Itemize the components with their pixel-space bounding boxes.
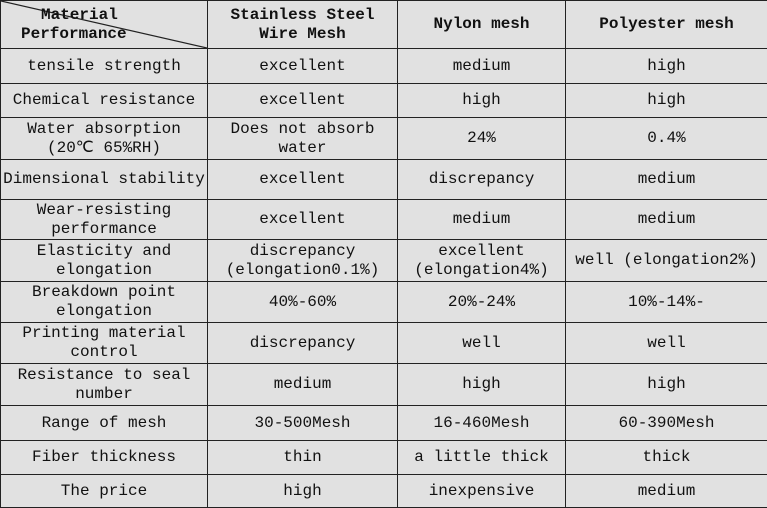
column-header-nylon: Nylon mesh — [398, 1, 566, 49]
row-label: Chemical resistance — [1, 84, 208, 118]
table-cell: thin — [208, 441, 398, 475]
table-cell: 30-500Mesh — [208, 406, 398, 441]
row-label: Dimensional stability — [1, 160, 208, 200]
column-header-stainless: Stainless Steel Wire Mesh — [208, 1, 398, 49]
table-cell: high — [566, 84, 767, 118]
table-cell: thick — [566, 441, 767, 475]
row-label: Resistance to seal number — [1, 364, 208, 406]
row-label: Wear-resisting performance — [1, 200, 208, 240]
row-label: Water absorption (20℃ 65%RH) — [1, 118, 208, 160]
table-cell: excellent — [208, 49, 398, 84]
table-cell: high — [566, 49, 767, 84]
table-cell: medium — [566, 160, 767, 200]
table-cell: 10%-14%- — [566, 282, 767, 323]
table-cell: 60-390Mesh — [566, 406, 767, 441]
table-cell: discrepancy — [208, 323, 398, 364]
row-label: Elasticity and elongation — [1, 240, 208, 282]
column-header-polyester: Polyester mesh — [566, 1, 767, 49]
table-cell: well — [566, 323, 767, 364]
corner-top-label: Material — [1, 6, 207, 25]
table-cell: inexpensive — [398, 475, 566, 508]
table-cell: medium — [566, 475, 767, 508]
table-cell: high — [398, 84, 566, 118]
table-cell: medium — [398, 49, 566, 84]
table-cell: discrepancy (elongation0.1%) — [208, 240, 398, 282]
table-cell: 40%-60% — [208, 282, 398, 323]
table-cell: 24% — [398, 118, 566, 160]
table-cell: 20%-24% — [398, 282, 566, 323]
table-cell: 0.4% — [566, 118, 767, 160]
row-label: Fiber thickness — [1, 441, 208, 475]
table-cell: high — [208, 475, 398, 508]
table-cell: excellent — [208, 200, 398, 240]
table-row: Water absorption (20℃ 65%RH)Does not abs… — [1, 118, 767, 160]
table-cell: discrepancy — [398, 160, 566, 200]
table-cell: medium — [208, 364, 398, 406]
table-cell: excellent — [208, 160, 398, 200]
table-cell: medium — [566, 200, 767, 240]
table-cell: excellent (elongation4%) — [398, 240, 566, 282]
table-cell: Does not absorb water — [208, 118, 398, 160]
row-label: Printing material control — [1, 323, 208, 364]
table-cell: high — [566, 364, 767, 406]
table-cell: medium — [398, 200, 566, 240]
corner-header: Material Performance — [1, 1, 208, 49]
table-cell: 16-460Mesh — [398, 406, 566, 441]
table-cell: excellent — [208, 84, 398, 118]
header-row: Material Performance Stainless Steel Wir… — [1, 1, 767, 49]
row-label: tensile strength — [1, 49, 208, 84]
row-label: Breakdown point elongation — [1, 282, 208, 323]
table-cell: a little thick — [398, 441, 566, 475]
corner-bottom-label: Performance — [1, 25, 207, 44]
row-label: Range of mesh — [1, 406, 208, 441]
table-cell: well (elongation2%) — [566, 240, 767, 282]
table-cell: high — [398, 364, 566, 406]
table-cell: well — [398, 323, 566, 364]
row-label: The price — [1, 475, 208, 508]
